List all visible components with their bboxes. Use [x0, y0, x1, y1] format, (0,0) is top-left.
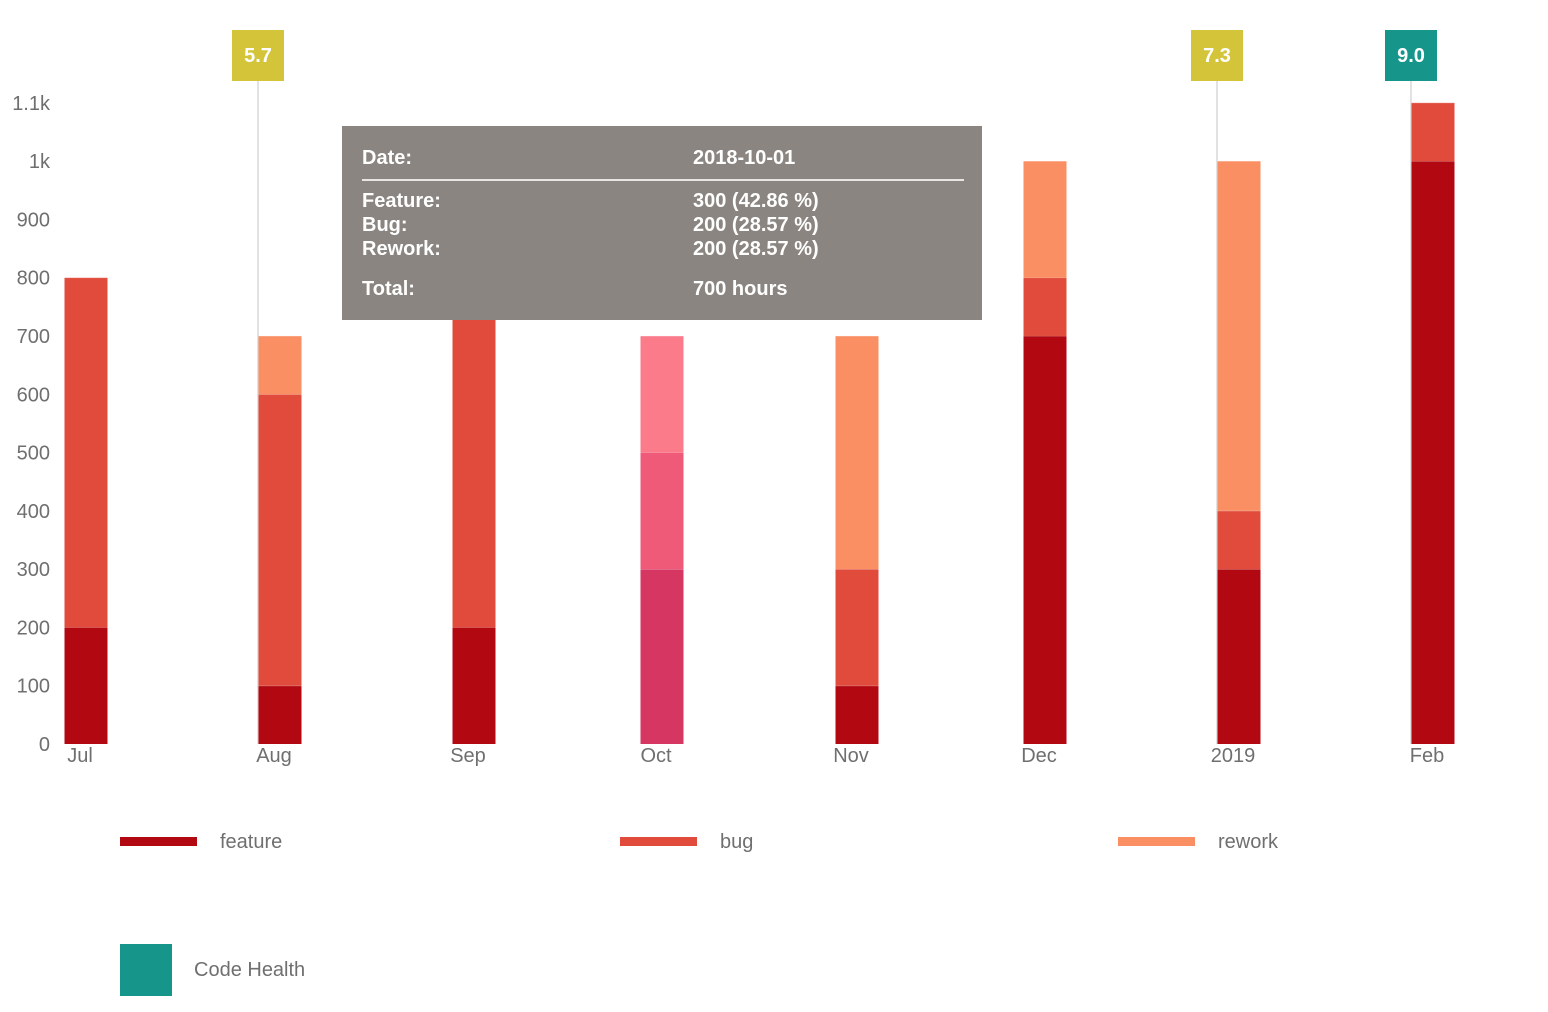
x-tick-label: Jul — [67, 745, 93, 767]
bar-segment-feature — [452, 627, 496, 744]
legend-label-rework: rework — [1218, 831, 1279, 853]
x-tick-label: Feb — [1410, 745, 1444, 767]
bar-segment-bug — [1217, 510, 1261, 570]
code-health-marker-badge — [1191, 30, 1243, 81]
bar-segment-bug — [640, 452, 684, 570]
legend-swatch-feature — [120, 837, 197, 846]
tooltip-divider — [362, 179, 964, 181]
bar-segment-bug — [1023, 277, 1067, 336]
x-tick-label: 2019 — [1211, 745, 1256, 767]
bar-segment-rework — [1217, 161, 1261, 511]
x-tick-label: Dec — [1021, 745, 1057, 767]
tooltip-date-value: 2018-10-01 — [693, 147, 796, 169]
y-tick-label: 400 — [17, 501, 50, 523]
bar-segment-rework — [835, 335, 879, 570]
bar-segment-feature — [835, 685, 879, 744]
bar-segment-bug — [835, 569, 879, 686]
tooltip-rework-value: 200 (28.57 %) — [693, 238, 819, 260]
tooltip-rework-row: Rework: 200 (28.57 %) — [362, 237, 964, 261]
x-tick-label: Aug — [256, 745, 292, 767]
tooltip-total-row: Total: 700 hours — [362, 277, 964, 301]
tooltip-total-label: Total: — [362, 278, 415, 300]
chart-tooltip: Date: 2018-10-01 Feature: 300 (42.86 %) … — [342, 126, 982, 320]
code-health-marker-badge — [1385, 30, 1437, 81]
bar-segment-feature — [640, 569, 684, 744]
tooltip-feature-row: Feature: 300 (42.86 %) — [362, 189, 964, 213]
y-tick-label: 500 — [17, 443, 50, 465]
bar-segment-rework — [1023, 161, 1067, 278]
legend-swatch-rework — [1118, 837, 1195, 846]
y-tick-label: 300 — [17, 559, 50, 581]
x-tick-label: Oct — [640, 745, 672, 767]
x-tick-label: Sep — [450, 745, 486, 767]
tooltip-feature-label: Feature: — [362, 190, 441, 212]
bar-segment-bug — [452, 277, 496, 628]
legend-label-feature: feature — [220, 831, 282, 853]
tooltip-bug-row: Bug: 200 (28.57 %) — [362, 213, 964, 237]
code-health-marker-badge — [232, 30, 284, 81]
legend-label-code-health: Code Health — [194, 959, 305, 981]
legend-label-bug: bug — [720, 831, 753, 853]
legend-swatch-bug — [620, 837, 697, 846]
tooltip-feature-value: 300 (42.86 %) — [693, 190, 819, 212]
y-tick-label: 1k — [29, 151, 51, 173]
y-tick-label: 100 — [17, 676, 50, 698]
bar-segment-feature — [1411, 161, 1455, 745]
tooltip-date-label: Date: — [362, 147, 413, 169]
y-tick-label: 700 — [17, 326, 50, 348]
code-health-marker-value: 9.0 — [1397, 45, 1425, 67]
y-tick-label: 600 — [17, 384, 50, 406]
y-tick-label: 1.1k — [12, 93, 51, 115]
bar-segment-bug — [258, 394, 302, 686]
y-tick-label: 200 — [17, 617, 50, 639]
x-tick-label: Nov — [833, 745, 869, 767]
y-tick-label: 0 — [39, 734, 50, 756]
tooltip-bug-value: 200 (28.57 %) — [693, 214, 819, 236]
tooltip-total-value: 700 hours — [693, 278, 788, 300]
y-tick-label: 800 — [17, 268, 50, 290]
tooltip-bug-label: Bug: — [362, 214, 408, 236]
bar-segment-rework — [640, 335, 684, 453]
bar-segment-rework — [258, 335, 302, 395]
legend-swatch-code-health — [120, 944, 172, 996]
tooltip-date-row: Date: 2018-10-01 — [362, 146, 964, 170]
bar-segment-feature — [1217, 569, 1261, 744]
bar-segment-feature — [1023, 335, 1067, 744]
bar-segment-feature — [64, 627, 108, 744]
code-health-marker-value: 7.3 — [1203, 45, 1231, 67]
code-health-marker-value: 5.7 — [244, 45, 272, 67]
tooltip-rework-label: Rework: — [362, 238, 441, 260]
bar-segment-bug — [64, 277, 108, 628]
bar-segment-bug — [1411, 102, 1455, 162]
y-tick-label: 900 — [17, 209, 50, 231]
bar-segment-feature — [258, 685, 302, 744]
